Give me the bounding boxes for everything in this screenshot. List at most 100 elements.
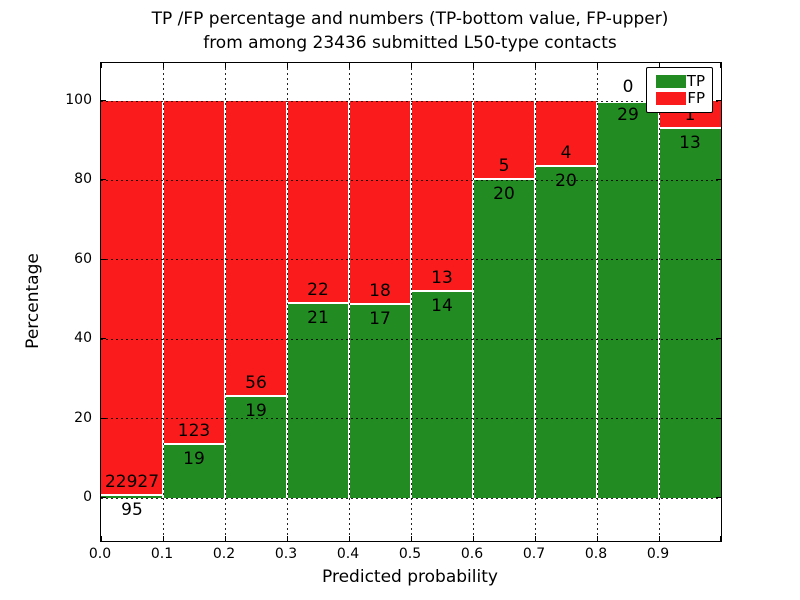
segment-boundary-line bbox=[287, 302, 349, 305]
segment-boundary-line bbox=[473, 178, 535, 181]
x-tick-label: 0.7 bbox=[522, 546, 546, 562]
chart-title-line-2: from among 23436 submitted L50-type cont… bbox=[203, 33, 617, 53]
fp-value-label: 22 bbox=[307, 280, 329, 301]
tp-bar-segment bbox=[411, 292, 473, 498]
segment-boundary-line bbox=[411, 290, 473, 293]
x-tick-mark bbox=[225, 536, 226, 541]
x-tick-label: 0.9 bbox=[646, 546, 670, 562]
segment-boundary-line bbox=[659, 127, 721, 130]
stacked-bar bbox=[535, 101, 597, 498]
x-gridline bbox=[411, 63, 412, 541]
fp-value-label: 0 bbox=[622, 77, 634, 97]
x-tick-mark bbox=[473, 63, 474, 68]
x-tick-mark bbox=[101, 63, 102, 68]
fp-bar-segment bbox=[287, 101, 349, 305]
x-gridline bbox=[535, 63, 536, 541]
stacked-bar bbox=[349, 101, 411, 498]
tp-value-label: 19 bbox=[183, 448, 205, 469]
y-tick-mark bbox=[716, 497, 721, 498]
x-gridline bbox=[349, 63, 350, 541]
x-tick-mark bbox=[659, 536, 660, 541]
legend-label-tp: TP bbox=[686, 72, 705, 90]
chart-title: TP /FP percentage and numbers (TP-bottom… bbox=[100, 7, 720, 55]
stacked-bar bbox=[659, 101, 721, 498]
tp-value-label: 19 bbox=[245, 401, 267, 422]
fp-bar-segment bbox=[535, 101, 597, 168]
y-tick-label: 80 bbox=[74, 171, 92, 188]
tick-marks-layer bbox=[101, 63, 721, 541]
y-tick-label: 20 bbox=[74, 409, 92, 426]
tp-bar-segment bbox=[659, 129, 721, 498]
fp-value-label: 1 bbox=[684, 105, 696, 126]
x-tick-mark bbox=[163, 63, 164, 68]
fp-value-label: 56 bbox=[245, 373, 267, 394]
tp-value-label: 20 bbox=[493, 184, 515, 205]
tp-value-label: 29 bbox=[617, 105, 639, 125]
y-tick-mark bbox=[101, 497, 106, 498]
tp-bar-segment bbox=[101, 496, 163, 498]
tp-bar-segment bbox=[597, 101, 659, 498]
x-tick-mark bbox=[287, 63, 288, 68]
y-tick-mark bbox=[716, 258, 721, 260]
value-labels-layer: 22927 95 123 19 56 19 22 21 18 17 13 14 5 20 4 20 0 29 1 13 bbox=[101, 63, 721, 541]
tp-value-label: 13 bbox=[679, 133, 701, 154]
chart-title-line-1: TP /FP percentage and numbers (TP-bottom… bbox=[151, 9, 669, 29]
x-tick-mark bbox=[349, 63, 350, 68]
y-tick-label: 60 bbox=[74, 250, 92, 267]
fp-bar-segment bbox=[101, 101, 163, 497]
fp-value-label: 4 bbox=[560, 143, 572, 164]
tp-color-swatch bbox=[656, 75, 686, 88]
x-tick-label: 0.0 bbox=[88, 546, 112, 562]
x-tick-mark bbox=[597, 63, 598, 68]
x-gridline bbox=[163, 63, 164, 541]
y-tick-mark bbox=[101, 179, 106, 181]
x-tick-mark bbox=[411, 63, 412, 68]
fp-value-label: 5 bbox=[498, 156, 510, 177]
x-tick-label: 0.1 bbox=[150, 546, 174, 562]
x-tick-mark bbox=[287, 536, 288, 541]
legend-item-tp: TP bbox=[656, 74, 705, 89]
x-tick-mark bbox=[349, 536, 350, 541]
tp-value-label: 20 bbox=[555, 171, 577, 192]
stacked-bar bbox=[287, 101, 349, 498]
y-tick-label: 100 bbox=[65, 92, 92, 108]
x-tick-label: 0.5 bbox=[398, 546, 422, 562]
x-tick-mark bbox=[597, 536, 598, 541]
tp-bar-segment bbox=[225, 397, 287, 498]
tp-value-label: 21 bbox=[307, 308, 329, 329]
x-gridline bbox=[659, 63, 660, 541]
x-axis-label: Predicted probability bbox=[322, 567, 498, 587]
y-tick-mark bbox=[101, 338, 106, 340]
fp-value-label: 13 bbox=[431, 268, 453, 289]
fp-bar-segment bbox=[225, 101, 287, 398]
tp-bar-segment bbox=[349, 305, 411, 498]
fp-value-label: 18 bbox=[369, 281, 391, 302]
gridlines-layer bbox=[101, 63, 721, 541]
x-tick-mark bbox=[659, 63, 660, 68]
x-tick-mark bbox=[535, 63, 536, 68]
bars-layer bbox=[101, 63, 721, 541]
x-tick-mark bbox=[535, 536, 536, 541]
stacked-bar bbox=[163, 101, 225, 498]
stacked-bar bbox=[101, 101, 163, 498]
tp-bar-segment bbox=[163, 444, 225, 498]
segment-boundary-line bbox=[225, 395, 287, 398]
x-tick-mark bbox=[101, 536, 102, 541]
fp-bar-segment bbox=[349, 101, 411, 306]
segment-boundary-line bbox=[349, 303, 411, 306]
x-gridline bbox=[287, 63, 288, 541]
segment-boundary-line bbox=[597, 101, 659, 103]
plot-area: 22927 95 123 19 56 19 22 21 18 17 13 14 5 20 4 20 0 29 1 13 bbox=[100, 62, 722, 542]
segment-boundary-line bbox=[535, 165, 597, 168]
fp-color-swatch bbox=[656, 92, 686, 105]
y-tick-mark bbox=[101, 258, 106, 260]
x-tick-mark bbox=[225, 63, 226, 68]
x-tick-label: 0.6 bbox=[460, 546, 484, 562]
y-tick-mark bbox=[101, 100, 106, 101]
tp-value-label: 95 bbox=[121, 500, 143, 521]
tp-bar-segment bbox=[287, 304, 349, 498]
y-tick-mark bbox=[716, 100, 721, 101]
y-tick-mark bbox=[716, 417, 721, 419]
x-tick-mark bbox=[411, 536, 412, 541]
